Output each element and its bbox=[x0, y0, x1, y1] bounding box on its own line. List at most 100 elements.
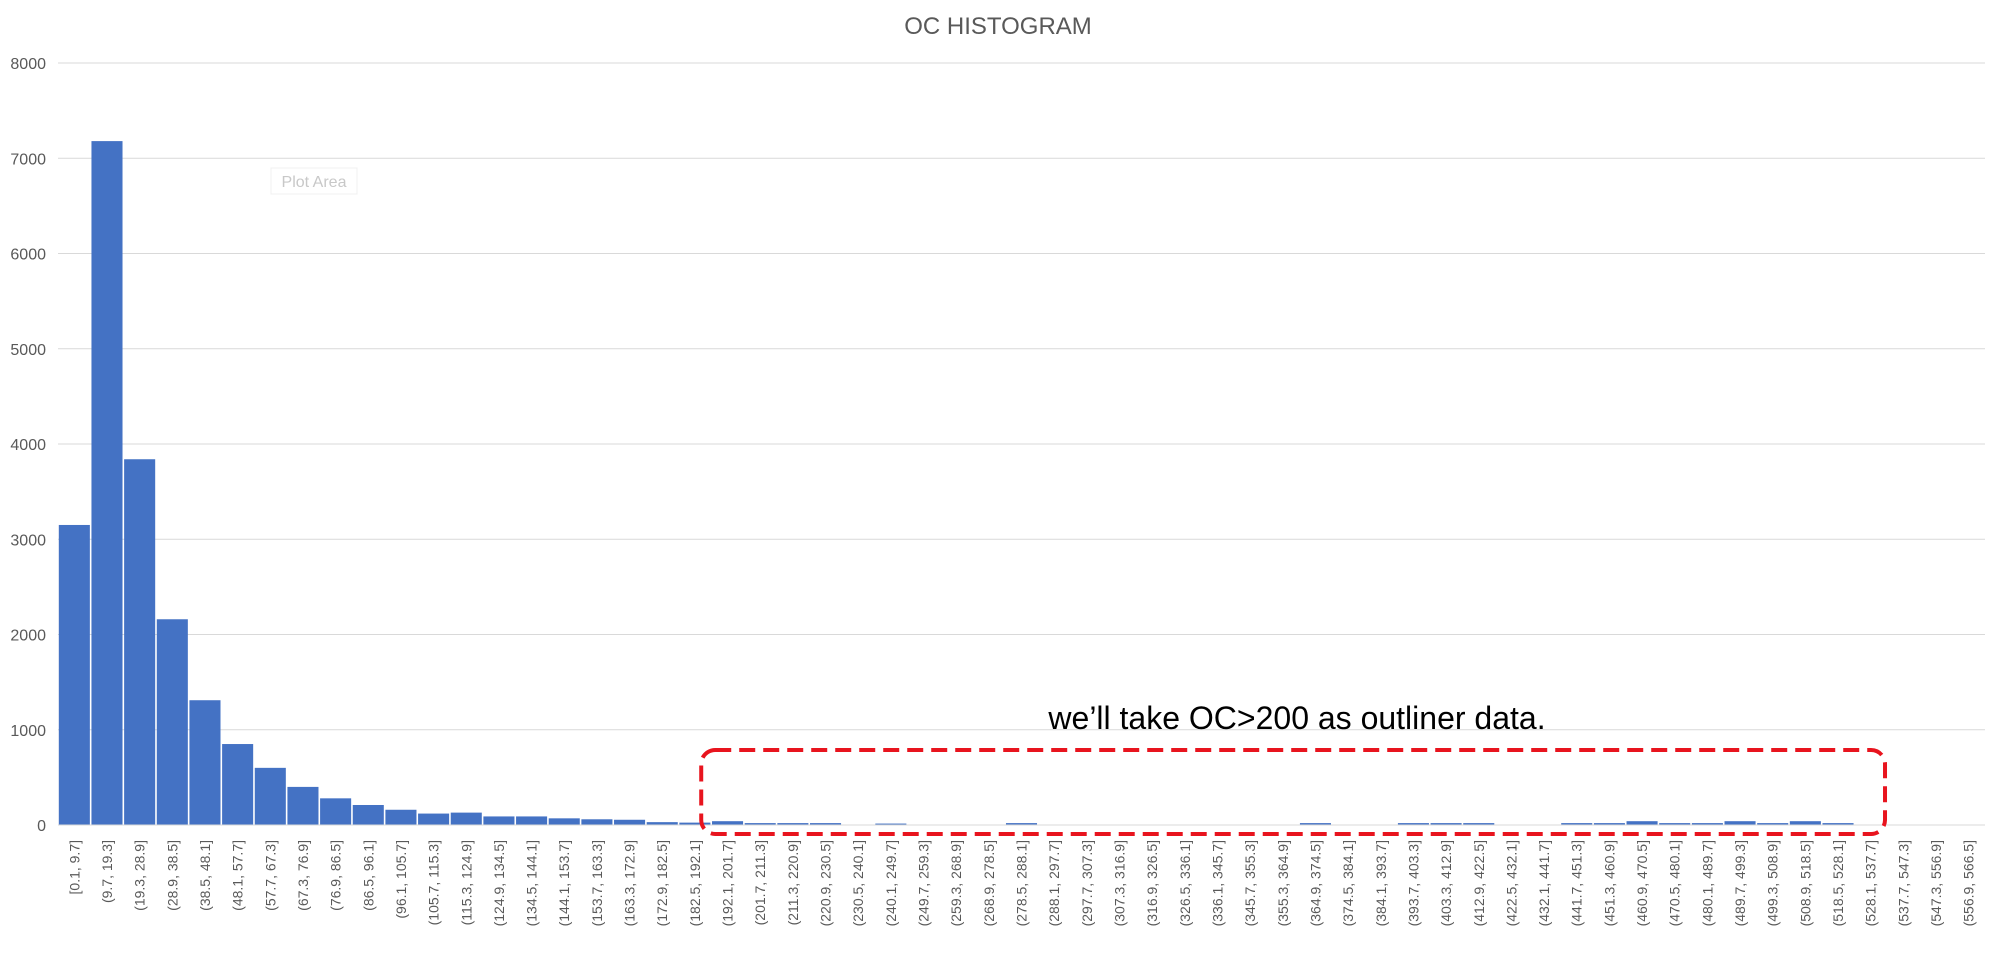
histogram-bar bbox=[320, 798, 352, 825]
outlier-annotation-text: we’ll take OC>200 as outliner data. bbox=[1047, 700, 1545, 736]
y-tick-label: 5000 bbox=[10, 342, 46, 359]
x-category-label: (220.9, 230.5] bbox=[818, 840, 834, 926]
histogram-bar bbox=[777, 823, 809, 825]
x-category-label: (268.9, 278.5] bbox=[981, 840, 997, 926]
x-category-label: (57.7, 67.3] bbox=[262, 840, 278, 911]
x-category-label: (153.7, 163.3] bbox=[589, 840, 605, 926]
x-category-label: (412.9, 422.5] bbox=[1471, 840, 1487, 926]
histogram-bar bbox=[1593, 823, 1625, 825]
x-category-label: (355.3, 364.9] bbox=[1275, 840, 1291, 926]
x-category-label: (76.9, 86.5] bbox=[328, 840, 344, 911]
y-tick-label: 3000 bbox=[10, 532, 46, 549]
y-tick-label: 6000 bbox=[10, 247, 46, 264]
y-tick-label: 2000 bbox=[10, 628, 46, 645]
histogram-bar bbox=[450, 812, 482, 825]
histogram-bar bbox=[287, 786, 319, 825]
x-category-label: (144.1, 153.7] bbox=[556, 840, 572, 926]
x-category-label: (192.1, 201.7] bbox=[720, 840, 736, 926]
x-category-label: (249.7, 259.3] bbox=[916, 840, 932, 926]
x-category-label: (288.1, 297.7] bbox=[1046, 840, 1062, 926]
x-category-label: (105.7, 115.3] bbox=[426, 840, 442, 925]
y-tick-label: 7000 bbox=[10, 151, 46, 168]
histogram-bar bbox=[1397, 823, 1429, 825]
histogram-bar bbox=[712, 821, 744, 825]
y-axis-tick-labels: 0 1000 2000 3000 4000 5000 6000 7000 8000 bbox=[10, 56, 46, 835]
x-category-label: (489.7, 499.3] bbox=[1732, 840, 1748, 926]
histogram-bar bbox=[1299, 823, 1331, 825]
x-category-label: (67.3, 76.9] bbox=[295, 840, 311, 911]
x-category-label: (499.3, 508.9] bbox=[1765, 840, 1781, 926]
x-category-label: (384.1, 393.7] bbox=[1373, 840, 1389, 926]
x-category-label: (364.9, 374.5] bbox=[1307, 840, 1323, 926]
x-category-label: (86.5, 96.1] bbox=[360, 840, 376, 911]
histogram-bar bbox=[1659, 823, 1691, 825]
histogram-bar bbox=[1626, 821, 1658, 825]
x-category-label: (230.5, 240.1] bbox=[850, 840, 866, 926]
outlier-dashed-box bbox=[699, 748, 1888, 836]
x-category-label: (259.3, 268.9] bbox=[948, 840, 964, 926]
histogram-bar bbox=[1724, 821, 1756, 825]
x-category-label: (528.1, 537.7] bbox=[1863, 840, 1879, 926]
histogram-bar bbox=[810, 823, 842, 825]
histogram-bar bbox=[1005, 823, 1038, 825]
x-category-label: (115.3, 124.9] bbox=[458, 840, 474, 925]
histogram-bar bbox=[156, 619, 188, 825]
x-axis-category-labels: [0.1, 9.7] (9.7, 19.3] (19.3, 28.9] (28.9, … bbox=[66, 840, 1976, 926]
histogram-bar bbox=[1691, 823, 1723, 825]
histogram-bar bbox=[1430, 823, 1462, 825]
chart-title: OC HISTOGRAM bbox=[904, 13, 1092, 40]
histogram-bar bbox=[385, 809, 417, 825]
histogram-bar bbox=[516, 816, 548, 825]
x-category-label: (297.7, 307.3] bbox=[1079, 840, 1095, 926]
histogram-bar bbox=[124, 459, 156, 825]
histogram-bars bbox=[58, 141, 1854, 826]
histogram-bar bbox=[1789, 821, 1821, 825]
x-category-label: (336.1, 345.7] bbox=[1209, 840, 1225, 926]
x-category-label: [0.1, 9.7] bbox=[66, 840, 82, 894]
histogram-bar bbox=[744, 823, 776, 825]
x-category-label: (38.5, 48.1] bbox=[197, 840, 213, 911]
x-category-label: (163.3, 172.9] bbox=[622, 840, 638, 926]
histogram-bar bbox=[1463, 823, 1495, 825]
x-category-label: (307.3, 316.9] bbox=[1111, 840, 1127, 926]
histogram-bar bbox=[679, 822, 711, 825]
x-category-label: (460.9, 470.5] bbox=[1634, 840, 1650, 926]
x-category-label: (556.9, 566.5] bbox=[1961, 840, 1977, 926]
x-category-label: (28.9, 38.5] bbox=[164, 840, 180, 911]
tooltip-box bbox=[270, 167, 358, 195]
histogram-bar bbox=[1822, 823, 1854, 825]
x-category-label: (422.5, 432.1] bbox=[1503, 840, 1519, 926]
x-category-label: (374.5, 384.1] bbox=[1340, 840, 1356, 926]
x-category-label: (480.1, 489.7] bbox=[1699, 840, 1715, 926]
histogram-bar bbox=[254, 767, 286, 825]
x-category-label: (345.7, 355.3] bbox=[1242, 840, 1258, 926]
x-category-label: (518.5, 528.1] bbox=[1830, 840, 1846, 926]
histogram-bar bbox=[91, 141, 123, 826]
x-category-label: (470.5, 480.1] bbox=[1667, 840, 1683, 926]
x-category-label: (96.1, 105.7] bbox=[393, 840, 409, 919]
plot-area-tooltip: Plot Area bbox=[270, 167, 358, 195]
x-category-label: (441.7, 451.3] bbox=[1569, 840, 1585, 926]
x-category-label: (211.3, 220.9] bbox=[785, 840, 801, 925]
histogram-bar bbox=[581, 819, 613, 825]
histogram-bar bbox=[58, 524, 90, 825]
tooltip-label: Plot Area bbox=[282, 174, 347, 191]
histogram-bar bbox=[646, 822, 678, 825]
x-category-label: (326.5, 336.1] bbox=[1177, 840, 1193, 926]
histogram-bar bbox=[483, 816, 515, 825]
histogram-bar bbox=[548, 818, 580, 825]
histogram-bar bbox=[352, 804, 384, 825]
x-category-label: (508.9, 518.5] bbox=[1797, 840, 1813, 926]
gridlines bbox=[58, 62, 1985, 731]
histogram-bar bbox=[1757, 823, 1789, 825]
y-tick-label: 1000 bbox=[10, 723, 46, 740]
x-category-label: (316.9, 326.5] bbox=[1144, 840, 1160, 926]
x-category-label: (451.3, 460.9] bbox=[1601, 840, 1617, 926]
x-category-label: (403.3, 412.9] bbox=[1438, 840, 1454, 926]
x-category-label: (537.7, 547.3] bbox=[1895, 840, 1911, 926]
x-category-label: (240.1, 249.7] bbox=[883, 840, 899, 926]
x-category-label: (278.5, 288.1] bbox=[1014, 840, 1030, 926]
x-category-label: (432.1, 441.7] bbox=[1536, 840, 1552, 926]
